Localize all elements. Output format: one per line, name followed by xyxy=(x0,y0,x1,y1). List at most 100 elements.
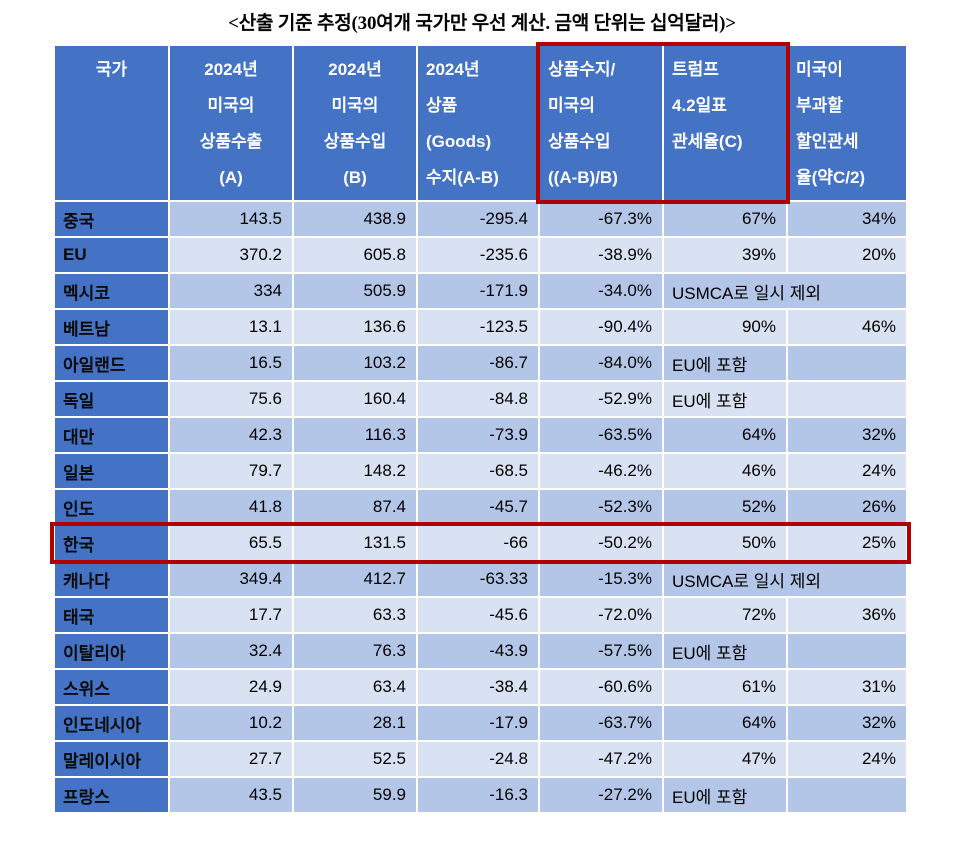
cell-country: 아일랜드 xyxy=(55,346,168,380)
cell-discount xyxy=(788,778,906,812)
cell-import-b: 412.7 xyxy=(294,562,416,596)
header-line: 상품수출 xyxy=(199,132,263,151)
cell-country: 대만 xyxy=(55,418,168,452)
header-import_b: 2024년 미국의 상품수입 (B) xyxy=(294,46,416,200)
cell-import-b: 63.3 xyxy=(294,598,416,632)
cell-country: 베트남 xyxy=(55,310,168,344)
header-line: 수지(A-B) xyxy=(426,168,499,187)
header-line: 상품수지/ xyxy=(548,60,616,79)
cell-import-b: 52.5 xyxy=(294,742,416,776)
cell-balance: -45.7 xyxy=(418,490,538,524)
page-title: <산출 기준 추정(30여개 국가만 우선 계산. 금액 단위는 십억달러)> xyxy=(228,13,736,34)
cell-ratio: -38.9% xyxy=(540,238,662,272)
cell-import-b: 136.6 xyxy=(294,310,416,344)
cell-discount: 20% xyxy=(788,238,906,272)
cell-ratio: -34.0% xyxy=(540,274,662,308)
header-line: 트럼프 xyxy=(672,60,719,79)
cell-balance: -73.9 xyxy=(418,418,538,452)
cell-discount xyxy=(788,634,906,668)
cell-balance: -123.5 xyxy=(418,310,538,344)
header-line: 미국의 xyxy=(331,96,379,115)
header-line: 2024년 xyxy=(328,60,382,79)
cell-balance: -45.6 xyxy=(418,598,538,632)
header-line: 미국이 xyxy=(796,60,843,79)
cell-discount: 36% xyxy=(788,598,906,632)
cell-balance: -235.6 xyxy=(418,238,538,272)
cell-balance: -84.8 xyxy=(418,382,538,416)
cell-discount: 24% xyxy=(788,742,906,776)
header-line: ((A-B)/B) xyxy=(548,168,618,187)
cell-country: 말레이시아 xyxy=(55,742,168,776)
header-line: 부과할 xyxy=(796,96,843,115)
cell-balance: -16.3 xyxy=(418,778,538,812)
header-ratio: 상품수지/미국의 상품수입 ((A-B)/B) xyxy=(540,46,662,200)
cell-ratio: -47.2% xyxy=(540,742,662,776)
cell-export-a: 143.5 xyxy=(170,202,292,236)
cell-tariff-c: 50% xyxy=(664,526,786,560)
cell-ratio: -52.3% xyxy=(540,490,662,524)
cell-export-a: 16.5 xyxy=(170,346,292,380)
cell-discount xyxy=(788,382,906,416)
cell-discount: 32% xyxy=(788,706,906,740)
cell-balance: -17.9 xyxy=(418,706,538,740)
cell-import-b: 131.5 xyxy=(294,526,416,560)
cell-ratio: -90.4% xyxy=(540,310,662,344)
cell-tariff-c: 64% xyxy=(664,418,786,452)
cell-tariff-c: 64% xyxy=(664,706,786,740)
cell-tariff-c: 72% xyxy=(664,598,786,632)
cell-tariff-c: EU에 포함 xyxy=(664,382,786,416)
cell-discount: 25% xyxy=(788,526,906,560)
cell-import-b: 103.2 xyxy=(294,346,416,380)
cell-tariff-c: EU에 포함 xyxy=(664,634,786,668)
header-line: (B) xyxy=(343,168,367,187)
header-line: 2024년 xyxy=(204,60,258,79)
header-line: 2024년 xyxy=(426,60,480,79)
cell-import-b: 438.9 xyxy=(294,202,416,236)
cell-tariff-note: USMCA로 일시 제외 xyxy=(664,562,906,596)
cell-export-a: 10.2 xyxy=(170,706,292,740)
cell-balance: -43.9 xyxy=(418,634,538,668)
header-country: 국가 xyxy=(55,46,168,200)
header-line: (A) xyxy=(219,168,243,187)
cell-discount xyxy=(788,346,906,380)
cell-country: 멕시코 xyxy=(55,274,168,308)
header-line: 미국의 xyxy=(207,96,255,115)
cell-import-b: 28.1 xyxy=(294,706,416,740)
cell-export-a: 370.2 xyxy=(170,238,292,272)
cell-country: 인도네시아 xyxy=(55,706,168,740)
header-tariff_c: 트럼프 4.2일표 관세율(C) xyxy=(664,46,786,200)
cell-ratio: -72.0% xyxy=(540,598,662,632)
cell-export-a: 32.4 xyxy=(170,634,292,668)
cell-ratio: -27.2% xyxy=(540,778,662,812)
header-balance: 2024년 상품 (Goods) 수지(A-B) xyxy=(418,46,538,200)
cell-tariff-c: 46% xyxy=(664,454,786,488)
cell-tariff-c: 39% xyxy=(664,238,786,272)
cell-export-a: 41.8 xyxy=(170,490,292,524)
cell-country: 중국 xyxy=(55,202,168,236)
cell-export-a: 349.4 xyxy=(170,562,292,596)
cell-balance: -295.4 xyxy=(418,202,538,236)
cell-export-a: 24.9 xyxy=(170,670,292,704)
cell-ratio: -60.6% xyxy=(540,670,662,704)
cell-balance: -68.5 xyxy=(418,454,538,488)
cell-import-b: 59.9 xyxy=(294,778,416,812)
header-line: 상품수입 xyxy=(548,132,611,151)
cell-export-a: 75.6 xyxy=(170,382,292,416)
cell-country: 태국 xyxy=(55,598,168,632)
cell-import-b: 605.8 xyxy=(294,238,416,272)
cell-import-b: 148.2 xyxy=(294,454,416,488)
cell-balance: -86.7 xyxy=(418,346,538,380)
cell-export-a: 17.7 xyxy=(170,598,292,632)
header-line: 상품 xyxy=(426,96,458,115)
cell-export-a: 13.1 xyxy=(170,310,292,344)
cell-ratio: -15.3% xyxy=(540,562,662,596)
cell-ratio: -63.5% xyxy=(540,418,662,452)
cell-balance: -38.4 xyxy=(418,670,538,704)
cell-balance: -171.9 xyxy=(418,274,538,308)
cell-import-b: 160.4 xyxy=(294,382,416,416)
cell-import-b: 505.9 xyxy=(294,274,416,308)
cell-export-a: 27.7 xyxy=(170,742,292,776)
cell-balance: -63.33 xyxy=(418,562,538,596)
